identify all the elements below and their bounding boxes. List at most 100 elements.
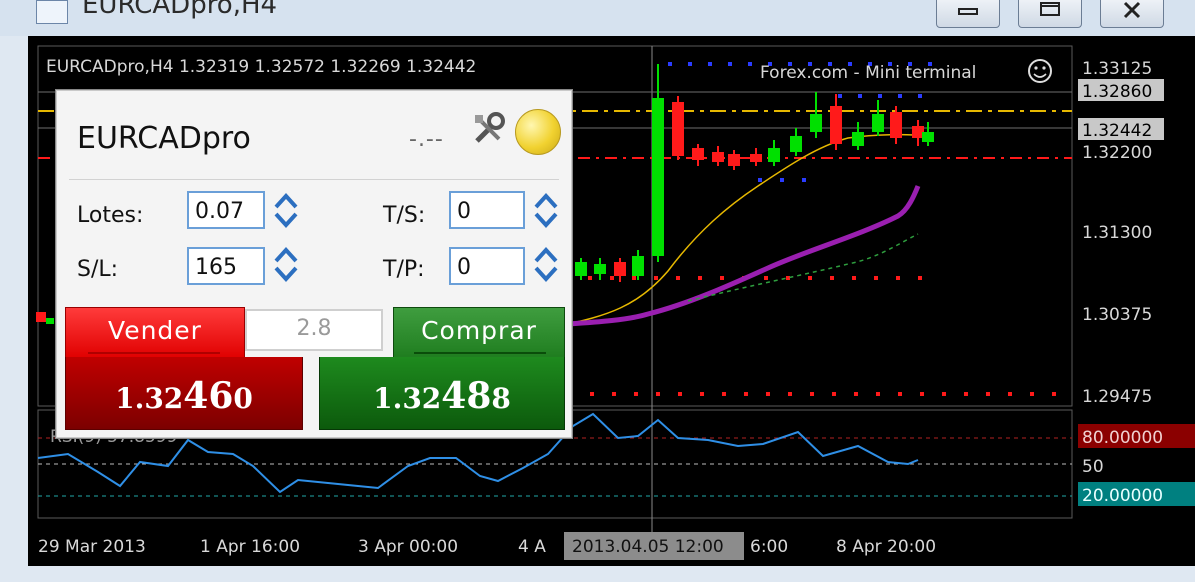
candle-body	[614, 262, 626, 276]
buy-button[interactable]: 1.32488	[319, 357, 565, 430]
spread-field: 2.8	[245, 309, 383, 351]
candle-body	[46, 318, 54, 324]
level-dot	[896, 276, 900, 280]
time-tick: 3 Apr 00:00	[358, 537, 458, 557]
tp-stepper-icon[interactable]	[531, 241, 561, 287]
candle-body	[810, 114, 822, 132]
tools-icon[interactable]	[471, 111, 507, 147]
level-dot	[810, 392, 814, 396]
maximize-icon	[1040, 2, 1060, 16]
price-tick: 1.29475	[1082, 387, 1152, 407]
buy-button-header[interactable]: Comprar	[393, 307, 565, 359]
sl-stepper-icon[interactable]	[271, 241, 301, 287]
level-dot	[942, 392, 946, 396]
level-dot	[1030, 392, 1034, 396]
sell-button[interactable]: 1.32460	[65, 357, 303, 430]
minimize-icon	[958, 8, 978, 15]
level-dot	[854, 392, 858, 396]
candle-body	[790, 136, 802, 152]
close-icon	[1123, 1, 1141, 19]
candle-body	[830, 106, 842, 144]
ts-stepper-icon[interactable]	[531, 187, 561, 233]
ts-label: T/S:	[383, 203, 426, 228]
lots-field[interactable]: 0.07	[187, 191, 265, 229]
price-tick: 1.30375	[1082, 305, 1152, 325]
buy-price-suffix: 8	[491, 382, 511, 415]
level-dot	[908, 62, 912, 66]
one-click-trading-panel[interactable]: EURCADpro -.-- Lotes: 0.07 T/S: 0 S/L: 1…	[56, 90, 572, 438]
candle-body	[890, 112, 902, 138]
tp-value: 0	[457, 255, 471, 280]
lots-value: 0.07	[195, 199, 244, 224]
level-dot	[610, 276, 614, 280]
time-tick: 4 A	[518, 537, 546, 557]
crosshair-time-bg	[564, 532, 744, 560]
tp-field[interactable]: 0	[449, 247, 525, 285]
candle-body	[872, 114, 884, 132]
coin-icon[interactable]	[515, 109, 561, 155]
level-dot	[788, 62, 792, 66]
maximize-button[interactable]	[1018, 0, 1082, 28]
level-dot	[848, 62, 852, 66]
signal-line-dashed	[687, 233, 919, 302]
broker-label: Forex.com - Mini terminal	[760, 63, 976, 83]
rsi-mid-value: 50	[1082, 457, 1104, 477]
app-icon	[36, 0, 68, 24]
price-tick: 1.33125	[1082, 59, 1152, 79]
level-dot	[786, 276, 790, 280]
level-dot	[780, 178, 784, 182]
rsi-bottom-marker-bg	[1078, 482, 1195, 506]
candle-body	[750, 154, 762, 162]
smiley-icon	[1028, 59, 1052, 83]
sl-label: S/L:	[77, 257, 119, 282]
candle-body	[36, 312, 46, 322]
level-dot	[654, 276, 658, 280]
level-dot	[748, 62, 752, 66]
level-dot	[838, 94, 842, 98]
candle-body	[594, 264, 606, 274]
close-button[interactable]	[1100, 0, 1164, 28]
level-dot	[828, 62, 832, 66]
level-dot	[888, 62, 892, 66]
level-dot	[964, 392, 968, 396]
chart-info-line: EURCADpro,H4 1.32319 1.32572 1.32269 1.3…	[46, 57, 476, 77]
price-marker-bg	[1078, 79, 1164, 101]
level-dot	[766, 392, 770, 396]
level-dot	[874, 276, 878, 280]
candle-body	[768, 148, 780, 162]
level-dot	[832, 392, 836, 396]
spread-value: 2.8	[296, 316, 332, 341]
candlestick-series	[36, 64, 934, 324]
level-dot	[632, 276, 636, 280]
level-dot	[728, 62, 732, 66]
level-dot	[876, 392, 880, 396]
symbol-name: EURCADpro	[77, 121, 251, 156]
level-dot	[802, 178, 806, 182]
price-marker-ask: 1.32860	[1082, 82, 1152, 102]
level-dot	[588, 276, 592, 280]
lots-stepper-icon[interactable]	[271, 187, 301, 233]
level-dot	[668, 62, 672, 66]
ts-field[interactable]: 0	[449, 191, 525, 229]
level-dot	[678, 392, 682, 396]
rsi-line	[37, 412, 919, 494]
buy-label: Comprar	[421, 316, 537, 345]
level-dot	[928, 62, 932, 66]
price-marker-bid: 1.32442	[1082, 121, 1152, 141]
sell-price: 1.32460	[66, 375, 302, 417]
minimize-button[interactable]	[936, 0, 1000, 28]
level-dot	[1008, 392, 1012, 396]
candle-body	[922, 132, 934, 142]
time-tick: 8 Apr 20:00	[836, 537, 936, 557]
sell-button-header[interactable]: Vender	[65, 307, 245, 359]
sell-price-suffix: 0	[233, 382, 253, 415]
level-dot	[852, 276, 856, 280]
time-tick: 6:00	[750, 537, 788, 557]
level-dot	[698, 276, 702, 280]
spread-placeholder: -.--	[409, 127, 444, 152]
level-dot	[634, 392, 638, 396]
sl-value: 165	[195, 255, 237, 280]
level-dot	[898, 392, 902, 396]
sl-field[interactable]: 165	[187, 247, 265, 285]
time-axis: 29 Mar 2013 1 Apr 16:00 3 Apr 00:00 4 A …	[38, 532, 936, 560]
